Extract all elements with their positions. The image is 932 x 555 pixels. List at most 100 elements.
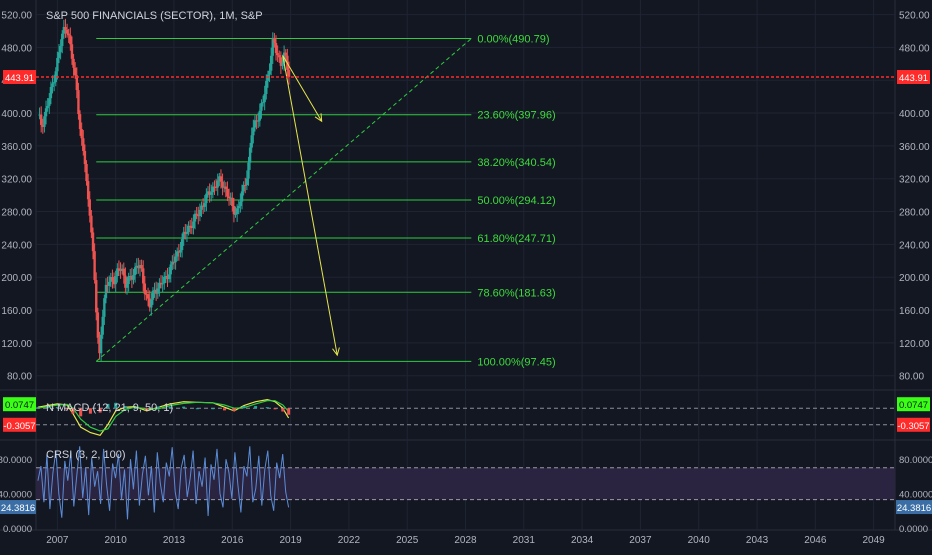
candle-body xyxy=(90,215,93,233)
candle-body xyxy=(177,251,181,253)
candle-body xyxy=(51,83,54,88)
x-tick-label: 2034 xyxy=(571,535,594,546)
candle-body xyxy=(190,225,193,229)
candle-body xyxy=(154,289,158,294)
candle-body xyxy=(229,197,232,199)
candle-body xyxy=(216,180,219,188)
projection-arrow-head xyxy=(332,347,340,357)
candle-body xyxy=(188,225,192,227)
candle-body xyxy=(195,213,198,215)
candle-body xyxy=(98,337,101,354)
candle-body xyxy=(213,186,216,188)
macd-histogram-bar xyxy=(65,408,69,410)
x-tick-label: 2019 xyxy=(279,535,302,546)
macd-histogram-bar xyxy=(242,406,246,409)
candle-body xyxy=(54,71,57,83)
candle-body xyxy=(174,256,177,263)
main-price-pane: 0.00%(490.79) 23.60%(397.96) 38.20%(340.54… xyxy=(36,18,895,368)
macd-histogram-bar xyxy=(195,408,199,410)
macd-histogram-bar xyxy=(71,408,75,414)
candle-body xyxy=(256,120,260,122)
macd-histogram-bar xyxy=(254,406,258,409)
x-tick-label: 2028 xyxy=(454,535,477,546)
projection-arrow-line xyxy=(282,55,323,122)
candle-body xyxy=(158,282,161,289)
candle-body xyxy=(242,184,245,192)
x-tick-label: 2040 xyxy=(688,535,711,546)
candle-body xyxy=(129,275,132,277)
macd-histogram-bar xyxy=(287,408,291,415)
y-tick-label-right: 320.00 xyxy=(899,175,930,186)
crsi-pane: CRSI (3, 2, 100) xyxy=(36,446,895,520)
candle-body xyxy=(138,265,142,269)
crsi-series-line xyxy=(37,446,290,520)
candle-body xyxy=(73,67,77,76)
macd-pane: N MACD (12, 21, 9, 50, 1) xyxy=(36,398,895,436)
candle-body xyxy=(287,69,291,77)
y-tick-label-left: 360.00 xyxy=(1,142,32,153)
candle-body xyxy=(44,108,48,117)
candle-body xyxy=(159,282,163,285)
candle-body xyxy=(197,214,200,217)
candle-body xyxy=(59,46,62,53)
candle-body xyxy=(69,35,72,45)
candle-body xyxy=(148,298,151,308)
candle-body xyxy=(56,58,59,72)
candle-body xyxy=(239,201,242,207)
candle-body xyxy=(120,268,124,271)
y-tick-label-left: 480.00 xyxy=(1,43,32,54)
candle-body xyxy=(114,276,117,285)
projection-arrow-line xyxy=(282,55,338,356)
x-tick-label: 2025 xyxy=(396,535,419,546)
x-tick-label: 2037 xyxy=(629,535,652,546)
candle-body xyxy=(150,299,153,308)
axis-layer: 520.00520.00480.00480.00440.00440.00400.… xyxy=(0,11,932,546)
candle-body xyxy=(169,264,172,275)
candle-body xyxy=(268,70,271,75)
fib-level-label: 100.00%(97.45) xyxy=(477,356,555,368)
candle-body xyxy=(252,127,255,136)
candle-body xyxy=(117,268,121,270)
macd-histogram-bar xyxy=(36,407,40,409)
y-tick-label-left: 320.00 xyxy=(1,175,32,186)
candle-body xyxy=(86,181,90,200)
candle-body xyxy=(271,37,274,56)
crsi-title: CRSI (3, 2, 100) xyxy=(46,449,125,461)
candle-body xyxy=(116,268,119,277)
candle-body xyxy=(261,102,265,104)
projection-arrow-head xyxy=(314,113,323,123)
x-tick-label: 2046 xyxy=(804,535,827,546)
candle-body xyxy=(48,98,51,107)
candle-body xyxy=(176,251,179,257)
candle-body xyxy=(38,114,41,116)
crsi-value-badge-right xyxy=(896,500,932,515)
candle-body xyxy=(80,129,83,139)
candle-body xyxy=(248,147,252,163)
candle-body xyxy=(91,232,95,252)
candle-body xyxy=(171,261,174,265)
candle-body xyxy=(137,265,140,269)
crsi-y-tick-left: 40.0000 xyxy=(0,490,32,501)
crsi-value-badge-left xyxy=(0,500,36,515)
candle-body xyxy=(166,276,169,280)
candle-body xyxy=(52,82,56,84)
candle-body xyxy=(273,37,276,44)
y-tick-label-right: 280.00 xyxy=(899,208,930,219)
candle-body xyxy=(274,43,278,54)
macd-histogram-bar xyxy=(88,408,92,414)
candle-body xyxy=(198,209,202,217)
candle-body xyxy=(135,265,138,268)
candle-body xyxy=(85,164,88,182)
y-tick-label-right: 80.00 xyxy=(899,372,924,383)
candle-body xyxy=(203,203,206,207)
macd-value-badge-right xyxy=(897,397,930,412)
x-tick-label: 2043 xyxy=(746,535,769,546)
x-tick-label: 2022 xyxy=(338,535,361,546)
macd-value-badge-left xyxy=(3,397,36,412)
fib-level-label: 0.00%(490.79) xyxy=(477,34,549,46)
y-tick-label-right: 120.00 xyxy=(899,339,930,350)
fib-level-label: 23.60%(397.96) xyxy=(477,110,555,122)
candle-body xyxy=(164,276,168,278)
chart-title: S&P 500 FINANCIALS (SECTOR), 1M, S&P xyxy=(46,10,263,22)
